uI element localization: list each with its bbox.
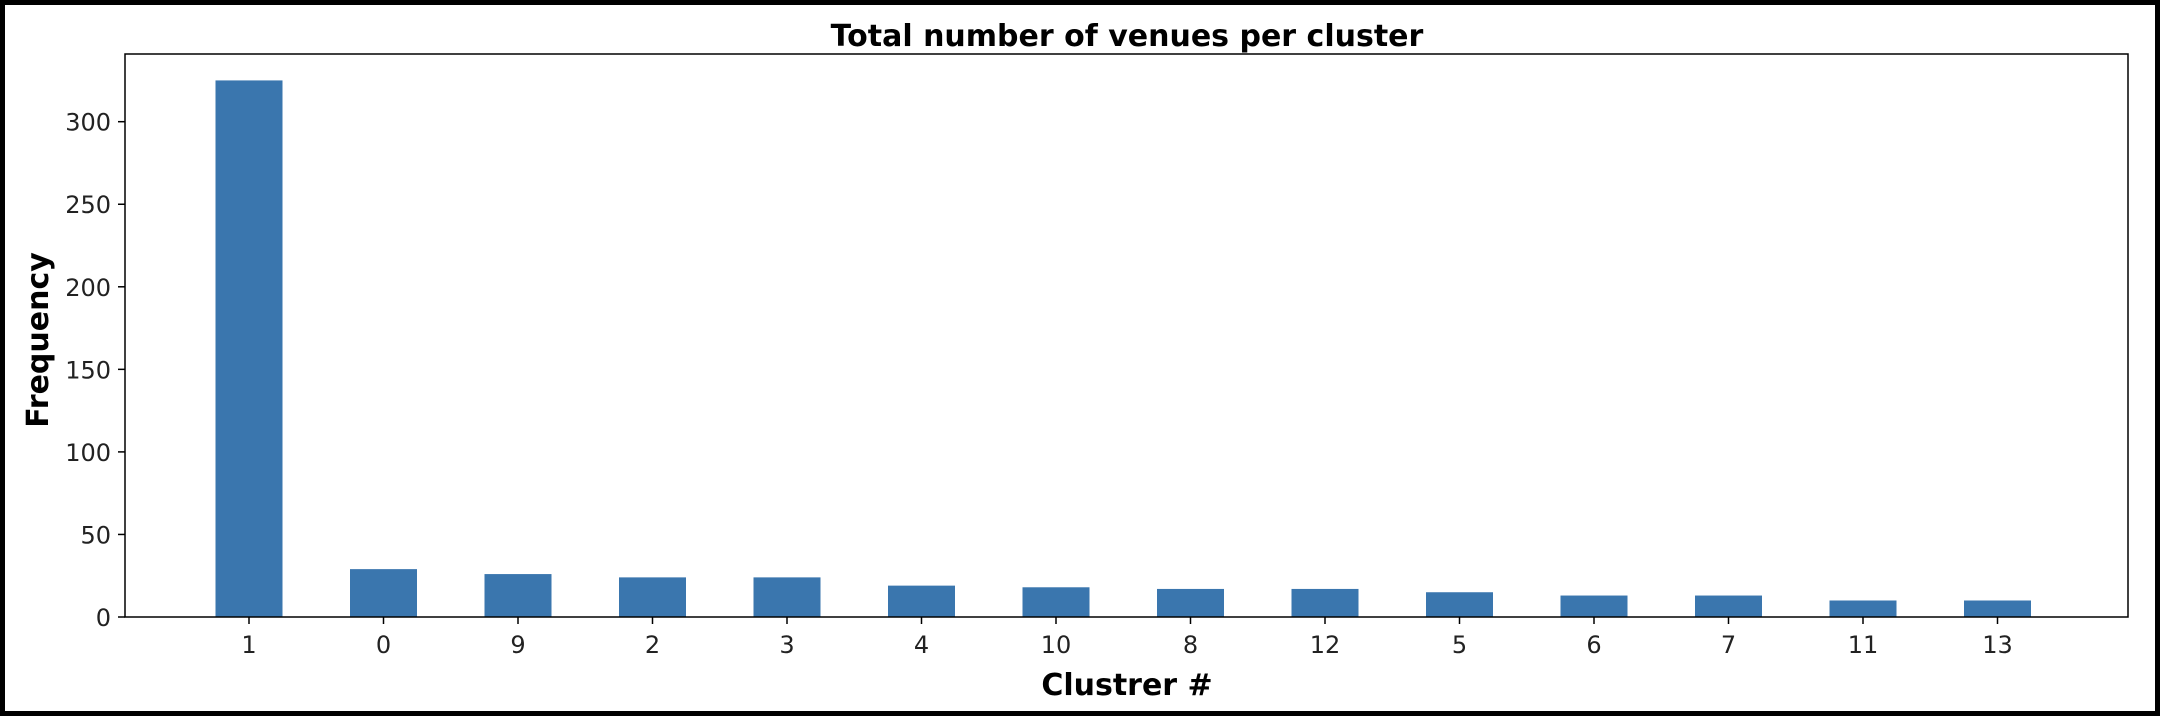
bar-cluster-13	[1964, 600, 2031, 617]
bar-cluster-3	[753, 577, 821, 617]
bar-cluster-1	[215, 80, 283, 617]
figure-canvas: Total number of venues per cluster 0 50 10…	[5, 5, 2155, 711]
y-axis: 0 50 100 150 200 250 300	[65, 109, 125, 632]
x-tick-label: 3	[779, 631, 794, 659]
bar-cluster-2	[619, 577, 686, 617]
bar-cluster-10	[1022, 587, 1090, 617]
x-tick-label: 2	[645, 631, 660, 659]
x-tick-label: 4	[914, 631, 929, 659]
y-tick-label: 0	[96, 604, 111, 632]
y-tick-label: 200	[65, 274, 111, 302]
bar-cluster-12	[1291, 588, 1359, 617]
bar-cluster-5	[1426, 592, 1493, 617]
bar-chart: Total number of venues per cluster 05010…	[21, 19, 2129, 703]
chart-title: Total number of venues per cluster	[831, 19, 1424, 54]
x-tick-label: 7	[1721, 631, 1736, 659]
x-tick-label: 6	[1586, 631, 1601, 659]
y-tick-label: 250	[65, 191, 111, 219]
y-tick-label: 150	[65, 356, 111, 384]
x-tick-label: 0	[376, 631, 391, 659]
bar-cluster-0	[350, 569, 417, 617]
plot-area-frame	[124, 53, 2129, 618]
x-tick-label: 13	[1982, 631, 2013, 659]
x-axis-title: Clustrer #	[1041, 668, 1212, 703]
y-tick-label: 50	[80, 521, 111, 549]
x-tick-label: 12	[1310, 631, 1341, 659]
y-axis-title: Frequency	[21, 252, 56, 428]
bar-cluster-11	[1829, 600, 1897, 617]
bar-cluster-7	[1695, 595, 1762, 617]
x-tick-label: 9	[510, 631, 525, 659]
x-tick-label: 8	[1183, 631, 1198, 659]
x-tick-label: 10	[1041, 631, 1072, 659]
x-tick-label: 11	[1848, 631, 1879, 659]
x-tick-label: 5	[1452, 631, 1467, 659]
bar-cluster-6	[1560, 595, 1628, 617]
x-axis: 1 0 9 2 3 4 10 8 12 5 6 7 11 13	[241, 617, 2013, 659]
y-tick-label: 300	[65, 109, 111, 137]
bar-cluster-8	[1157, 588, 1224, 617]
bar-cluster-4	[888, 585, 955, 617]
x-tick-label: 1	[241, 631, 256, 659]
bar-cluster-9	[484, 574, 552, 617]
y-tick-label: 100	[65, 439, 111, 467]
bars-group	[215, 80, 2031, 617]
